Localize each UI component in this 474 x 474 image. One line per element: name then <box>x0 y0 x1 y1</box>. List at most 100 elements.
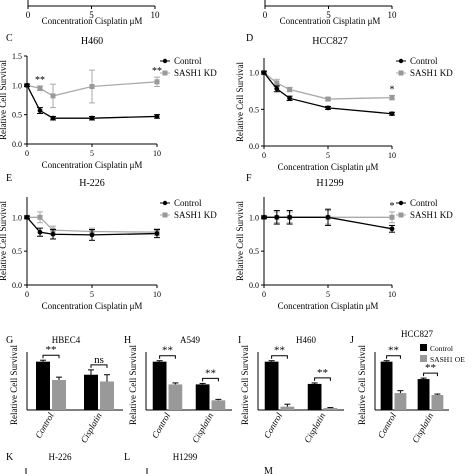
legend-marker-kd <box>398 212 404 218</box>
data-point-kd <box>37 214 43 220</box>
x-axis-label: Concentration Cisplatin μM <box>278 162 379 172</box>
bar-sash1-oe <box>211 400 226 410</box>
panel-title: H-226 <box>79 178 105 189</box>
bar-control <box>417 379 430 410</box>
legend-marker-kd <box>162 70 168 76</box>
significance-mark: ** <box>162 345 173 357</box>
x-tick-label: 0 <box>25 149 29 158</box>
data-point-control <box>325 214 331 220</box>
y-tick-label: 1.0 <box>249 69 259 78</box>
bar-control <box>36 361 50 410</box>
panel-title: A549 <box>180 335 200 345</box>
significance-bracket <box>314 377 331 381</box>
significance-bracket <box>386 355 401 359</box>
legend-swatch-control <box>420 344 427 351</box>
category-label: Cisplatin <box>190 411 215 445</box>
bar-sash1-oe <box>168 384 183 410</box>
y-tick-label: 0.5 <box>249 105 259 114</box>
x-axis-label: Concentration Cisplatin μM <box>42 301 143 311</box>
y-tick-label: 0.5 <box>12 247 22 256</box>
data-point-control <box>89 232 95 238</box>
data-point-control <box>50 231 56 237</box>
bar-panel-H <box>145 352 232 411</box>
data-point-control <box>261 214 267 220</box>
x-tick-label: 0 <box>25 290 29 299</box>
category-label: Control <box>376 411 399 440</box>
panel-letter: J <box>350 335 354 346</box>
bar-control <box>264 361 279 410</box>
y-tick-label: 0.0 <box>249 142 259 151</box>
data-point-control <box>274 86 280 92</box>
panel-title: HCC827 <box>312 36 348 47</box>
bar-control <box>307 383 322 410</box>
x-tick-label: 10 <box>388 151 396 160</box>
bar-sash1-oe <box>280 406 295 410</box>
x-tick-label: 10 <box>388 290 396 299</box>
legend-marker-control <box>398 58 404 64</box>
x-tick-label: 0 <box>262 290 266 299</box>
bar-panel-G <box>26 352 123 411</box>
bar-sash1-oe <box>323 408 338 410</box>
significance-mark: ** <box>317 367 328 379</box>
data-point-control <box>389 111 395 117</box>
panel-title: H1299 <box>316 178 343 189</box>
data-point-control <box>37 108 43 113</box>
data-point-kd <box>287 87 293 93</box>
legend-label-kd: SASH1 KD <box>174 210 217 220</box>
panel-letter: D <box>246 33 253 44</box>
x-axis-label: Concentration Cisplatin μM <box>278 301 379 311</box>
y-tick-label: 1.0 <box>249 213 259 222</box>
category-label: Control <box>262 411 285 440</box>
y-axis-label: Relative Cell Survival <box>128 345 138 425</box>
significance-bracket <box>202 377 219 382</box>
panel-letter: K <box>6 452 14 463</box>
y-axis-label: Relative Cell Survival <box>357 345 367 425</box>
bar-sash1-oe <box>52 380 66 410</box>
x-tick-label: 5 <box>326 10 331 20</box>
x-axis-label: Concentration Cisplatin μM <box>42 16 143 26</box>
y-tick-label: 0.5 <box>249 247 259 256</box>
y-tick-label: 0.0 <box>12 281 22 290</box>
x-tick-label: 0 <box>26 10 31 20</box>
data-point-control <box>274 214 280 220</box>
significance-mark: ** <box>425 362 436 374</box>
data-point-control <box>89 115 95 121</box>
legend-swatch-sash1-oe <box>420 355 427 362</box>
panel-letter: G <box>6 335 13 346</box>
legend-label-kd: SASH1 KD <box>410 68 453 78</box>
legend-label-kd: SASH1 KD <box>174 68 217 78</box>
category-label: Control <box>33 411 56 440</box>
legend-marker-control <box>398 200 404 206</box>
data-point-control <box>325 105 331 111</box>
significance-mark: ** <box>35 75 45 86</box>
significance-bracket <box>423 372 438 377</box>
category-label: Cisplatin <box>410 411 435 445</box>
y-axis-label: Relative Cell Survival <box>9 345 19 425</box>
panel-title: H460 <box>81 36 103 47</box>
x-tick-label: 5 <box>90 149 94 158</box>
category-label: Control <box>150 411 173 440</box>
significance-bracket <box>271 355 288 359</box>
legend-label-control: Control <box>430 344 453 353</box>
x-tick-label: 0 <box>263 10 268 20</box>
series-line-kd <box>263 72 393 100</box>
y-axis-label: Relative Cell Survival <box>0 60 8 140</box>
data-point-kd <box>389 214 395 220</box>
panel-letter: M <box>264 466 273 474</box>
legend-marker-control <box>162 200 168 206</box>
data-point-control <box>389 226 395 232</box>
bar-panel-I <box>257 352 344 411</box>
panel-letter: L <box>124 452 130 463</box>
y-tick-label: 1.0 <box>12 81 22 90</box>
category-label: Cisplatin <box>79 411 104 445</box>
category-label: Cisplatin <box>302 411 327 445</box>
y-axis-label: Relative Cell Survival <box>0 201 8 281</box>
bar-sash1-oe <box>394 393 407 410</box>
x-tick-label: 5 <box>89 10 94 20</box>
line-panel-D <box>261 58 406 149</box>
data-point-control <box>261 70 267 76</box>
legend-label-control: Control <box>174 56 202 66</box>
significance-mark: * <box>390 201 395 212</box>
y-tick-label: 0.0 <box>12 140 22 149</box>
